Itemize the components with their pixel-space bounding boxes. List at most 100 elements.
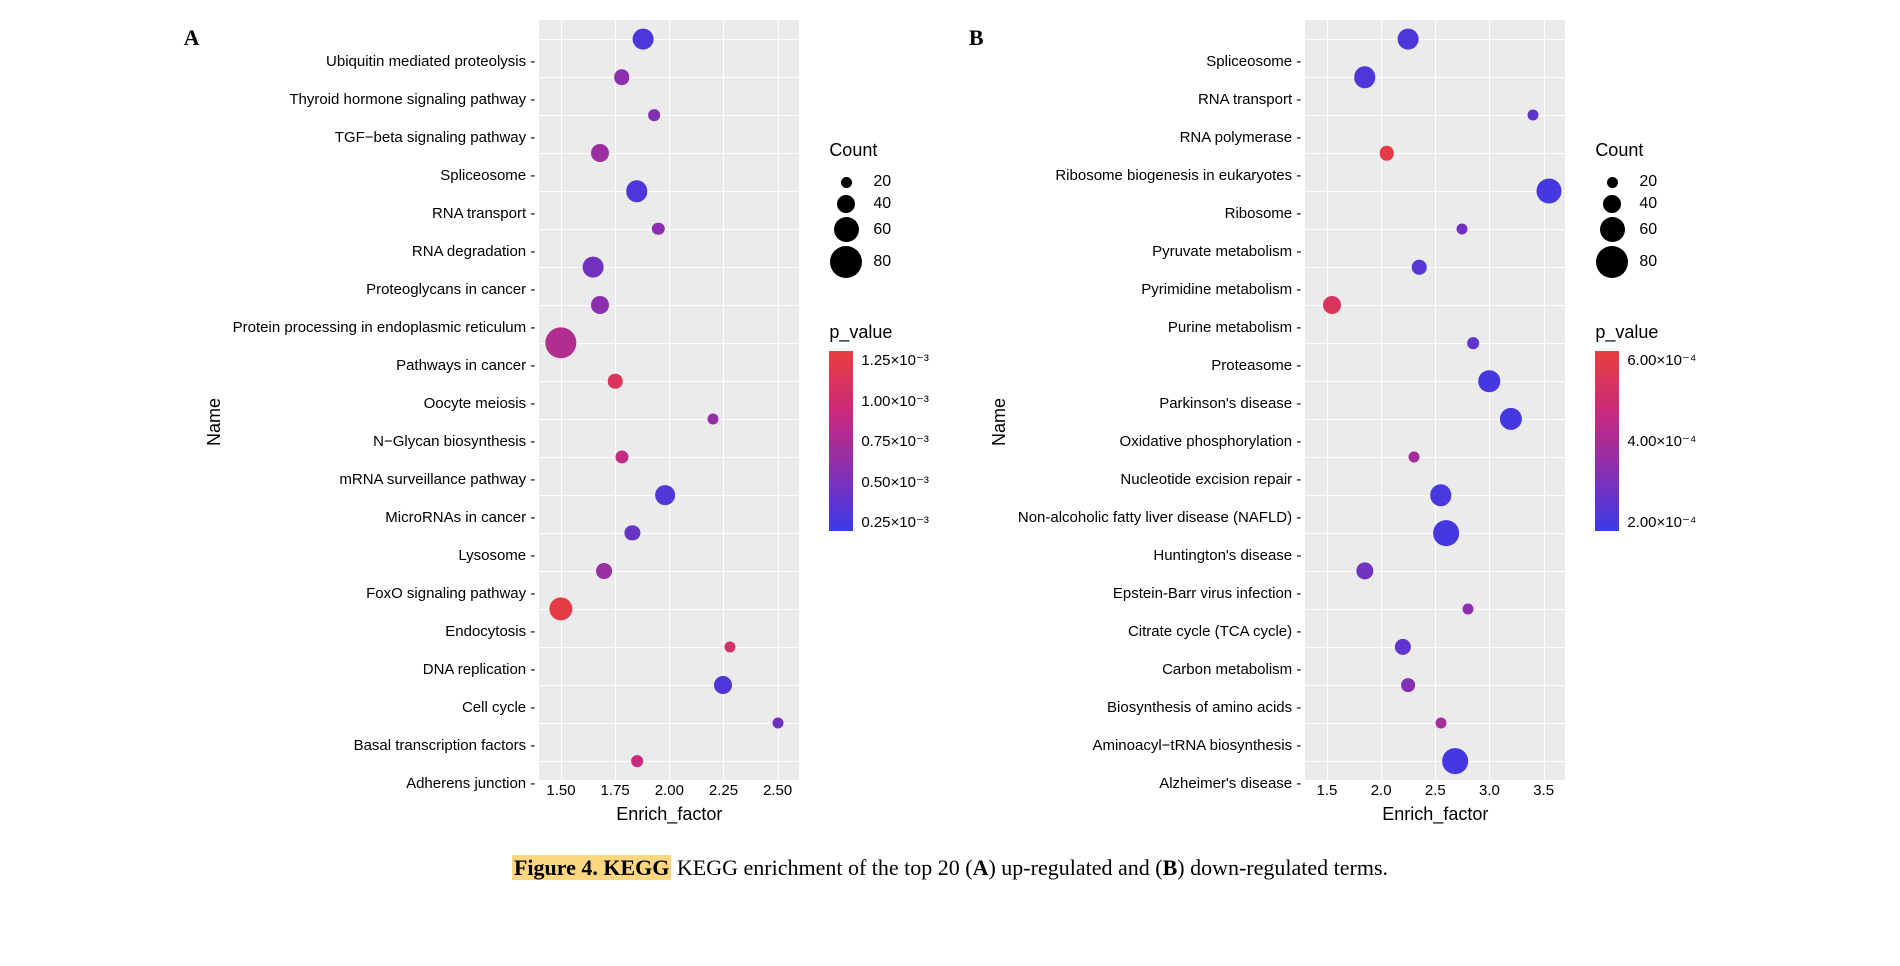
y-category-label: RNA transport - <box>1198 92 1301 107</box>
x-tick-label: 2.00 <box>655 782 684 799</box>
data-point <box>591 296 609 314</box>
y-category-label: Lysosome - <box>458 548 535 563</box>
data-point <box>633 29 654 50</box>
y-category-label: Epstein-Barr virus infection - <box>1113 586 1301 601</box>
colorbar-A <box>829 351 853 531</box>
data-point <box>714 676 732 694</box>
legend-value: 20 <box>1639 173 1657 191</box>
y-category-label: Alzheimer's disease - <box>1159 776 1301 791</box>
data-point <box>631 755 643 767</box>
y-axis-title-A: Name <box>204 398 225 446</box>
data-point <box>591 144 609 162</box>
y-category-label: Carbon metabolism - <box>1162 662 1301 677</box>
legend-value: 60 <box>873 221 891 239</box>
colorbar-label: 1.25×10⁻³ <box>861 351 929 369</box>
colorbar-labels-A: 1.25×10⁻³1.00×10⁻³0.75×10⁻³0.50×10⁻³0.25… <box>861 351 929 531</box>
y-category-label: RNA transport - <box>432 206 535 221</box>
legend-dot <box>837 195 855 213</box>
data-point <box>545 327 576 358</box>
data-point <box>1435 718 1446 729</box>
x-axis-title-A: Enrich_factor <box>539 804 799 825</box>
colorbar-label: 1.00×10⁻³ <box>861 392 929 410</box>
y-labels-A: Ubiquitin mediated proteolysis - Thyroid … <box>233 43 540 803</box>
data-point <box>1398 29 1419 50</box>
data-point <box>1433 520 1459 546</box>
data-point <box>724 642 735 653</box>
data-point <box>1500 408 1522 430</box>
colorbar-B <box>1595 351 1619 531</box>
count-legend-row: 80 <box>1595 246 1696 278</box>
data-point <box>772 718 783 729</box>
x-ticks-A: 1.50 1.75 2.00 2.25 2.50 <box>539 780 799 800</box>
colorbar-label: 0.25×10⁻³ <box>861 513 929 531</box>
count-legend-title-B: Count <box>1595 140 1696 161</box>
y-category-label: MicroRNAs in cancer - <box>385 510 535 525</box>
figure-caption: Figure 4. KEGG KEGG enrichment of the to… <box>512 855 1388 881</box>
panels-row: A Name Ubiquitin mediated proteolysis -T… <box>20 20 1880 825</box>
y-category-label: Spliceosome - <box>440 168 535 183</box>
y-category-label: Thyroid hormone signaling pathway - <box>289 92 535 107</box>
y-category-label: Protein processing in endoplasmic reticu… <box>233 320 536 335</box>
y-category-label: Nucleotide excision repair - <box>1120 472 1301 487</box>
y-category-label: Biosynthesis of amino acids - <box>1107 700 1301 715</box>
x-ticks-B: 1.52.02.53.03.5 <box>1305 780 1565 800</box>
y-category-label: Basal transcription factors - <box>354 738 536 753</box>
data-point <box>614 69 630 85</box>
count-legend-A: Count 20406080 <box>829 140 929 282</box>
y-category-label: DNA replication - <box>423 662 536 677</box>
y-category-label: Spliceosome - <box>1206 54 1301 69</box>
plot-A <box>539 20 799 780</box>
data-point <box>625 525 640 540</box>
y-category-label: RNA degradation - <box>412 244 535 259</box>
y-category-label: Proteasome - <box>1211 358 1301 373</box>
data-point <box>596 563 612 579</box>
x-tick-label: 3.5 <box>1533 782 1554 799</box>
y-category-label: FoxO signaling pathway - <box>366 586 535 601</box>
x-axis-title-B: Enrich_factor <box>1305 804 1565 825</box>
data-point <box>1395 639 1411 655</box>
data-point <box>655 485 675 505</box>
colorbar-labels-B: 6.00×10⁻⁴4.00×10⁻⁴2.00×10⁻⁴ <box>1627 351 1696 531</box>
x-tick-label: 2.0 <box>1371 782 1392 799</box>
x-tick-label: 1.5 <box>1317 782 1338 799</box>
count-legend-row: 40 <box>829 195 929 213</box>
data-point <box>1467 337 1479 349</box>
y-category-label: Cell cycle - <box>462 700 535 715</box>
colorbar-label: 0.75×10⁻³ <box>861 432 929 450</box>
count-legend-row: 20 <box>1595 173 1696 191</box>
x-tick-label: 2.5 <box>1425 782 1446 799</box>
legend-col-A: Count 20406080 p_value 1.25×10⁻³1.00×10⁻… <box>829 20 929 531</box>
x-tick-label: 2.25 <box>709 782 738 799</box>
x-tick-label: 1.75 <box>601 782 630 799</box>
count-legend-B: Count 20 40 60 80 <box>1595 140 1696 282</box>
x-tick-label: 1.50 <box>546 782 575 799</box>
legend-value: 80 <box>1639 253 1657 271</box>
y-category-label: TGF−beta signaling pathway - <box>335 130 536 145</box>
chart-area-B: Name Spliceosome -RNA transport -RNA pol… <box>989 20 1565 825</box>
caption-highlight: Figure 4. KEGG <box>512 855 671 880</box>
y-category-label: Pathways in cancer - <box>396 358 535 373</box>
y-category-label: Ribosome biogenesis in eukaryotes - <box>1055 168 1301 183</box>
y-category-label: Ubiquitin mediated proteolysis - <box>326 54 535 69</box>
y-labels-B: Spliceosome -RNA transport -RNA polymera… <box>1018 43 1305 803</box>
count-legend-row: 60 <box>1595 217 1696 242</box>
legend-dot <box>834 217 859 242</box>
count-legend-row: 40 <box>1595 195 1696 213</box>
data-point <box>583 257 604 278</box>
data-point <box>626 180 648 202</box>
count-legend-title: Count <box>829 140 929 161</box>
count-legend-row: 60 <box>829 217 929 242</box>
data-point <box>1356 562 1373 579</box>
y-category-label: Citrate cycle (TCA cycle) - <box>1128 624 1301 639</box>
y-category-label: Huntington's disease - <box>1153 548 1301 563</box>
pvalue-legend-title-B: p_value <box>1595 322 1696 343</box>
panel-label-B: B <box>969 25 984 51</box>
panel-A: A Name Ubiquitin mediated proteolysis -T… <box>204 20 929 825</box>
y-axis-title-B: Name <box>989 398 1010 446</box>
data-point <box>1457 224 1468 235</box>
y-category-label: Oxidative phosphorylation - <box>1120 434 1302 449</box>
x-tick-label: 2.50 <box>763 782 792 799</box>
y-category-label: Purine metabolism - <box>1168 320 1301 335</box>
y-category-label: Ribosome - <box>1225 206 1302 221</box>
data-point <box>1323 296 1341 314</box>
